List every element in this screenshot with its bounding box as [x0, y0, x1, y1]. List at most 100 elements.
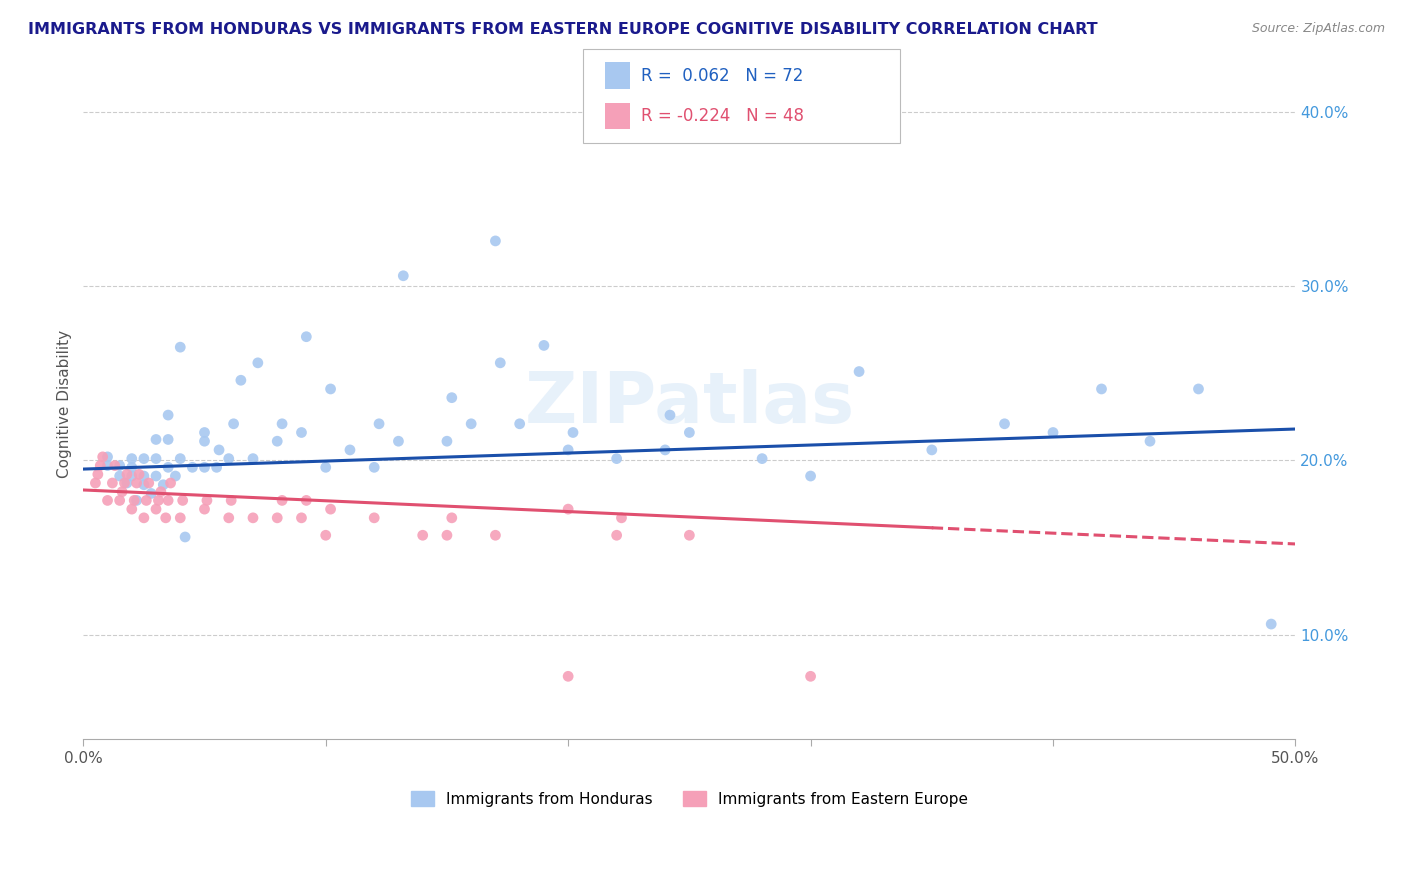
Point — [132, 451, 155, 466]
Point — [121, 502, 143, 516]
Point — [157, 493, 180, 508]
Point — [800, 469, 823, 483]
Point — [266, 511, 288, 525]
Point — [128, 467, 150, 482]
Point — [412, 528, 434, 542]
Point — [610, 511, 633, 525]
Point — [1090, 382, 1112, 396]
Point — [387, 434, 409, 449]
Point — [315, 528, 337, 542]
Point — [1042, 425, 1064, 440]
Point — [363, 511, 385, 525]
Point — [363, 460, 385, 475]
Point — [181, 460, 204, 475]
Point — [295, 493, 318, 508]
Point — [101, 475, 124, 490]
Point — [218, 511, 240, 525]
Point — [290, 511, 312, 525]
Point — [96, 458, 118, 473]
Point — [606, 528, 628, 542]
Point — [132, 469, 155, 483]
Point — [557, 669, 579, 683]
Point — [557, 502, 579, 516]
Point — [172, 493, 194, 508]
Point — [319, 502, 342, 516]
Point — [436, 528, 458, 542]
Point — [169, 340, 191, 354]
Point — [484, 528, 506, 542]
Point — [606, 451, 628, 466]
Point — [654, 442, 676, 457]
Point — [392, 268, 415, 283]
Point — [91, 450, 114, 464]
Point — [1260, 617, 1282, 632]
Point — [229, 373, 252, 387]
Point — [295, 329, 318, 343]
Point — [108, 493, 131, 508]
Point — [135, 493, 157, 508]
Point — [319, 382, 342, 396]
Point — [484, 234, 506, 248]
Point — [115, 467, 138, 482]
Point — [246, 356, 269, 370]
Point — [157, 433, 180, 447]
Point — [562, 425, 585, 440]
Point — [104, 458, 127, 473]
Y-axis label: Cognitive Disability: Cognitive Disability — [58, 330, 72, 478]
Point — [157, 460, 180, 475]
Point — [193, 502, 215, 516]
Point — [315, 460, 337, 475]
Point — [509, 417, 531, 431]
Point — [155, 511, 177, 525]
Point — [533, 338, 555, 352]
Point — [145, 469, 167, 483]
Text: ZIPatlas: ZIPatlas — [524, 369, 855, 438]
Point — [271, 493, 294, 508]
Point — [157, 408, 180, 422]
Point — [848, 365, 870, 379]
Point — [678, 425, 700, 440]
Point — [193, 434, 215, 449]
Point — [159, 475, 181, 490]
Point — [125, 493, 148, 508]
Point — [436, 434, 458, 449]
Text: IMMIGRANTS FROM HONDURAS VS IMMIGRANTS FROM EASTERN EUROPE COGNITIVE DISABILITY : IMMIGRANTS FROM HONDURAS VS IMMIGRANTS F… — [28, 22, 1098, 37]
Point — [193, 425, 215, 440]
Point — [122, 493, 145, 508]
Point — [205, 460, 228, 475]
Text: R = -0.224   N = 48: R = -0.224 N = 48 — [641, 107, 804, 125]
Point — [96, 493, 118, 508]
Point — [108, 469, 131, 483]
Point — [132, 511, 155, 525]
Point — [121, 460, 143, 475]
Point — [460, 417, 482, 431]
Point — [111, 484, 134, 499]
Point — [440, 391, 463, 405]
Point — [89, 458, 111, 473]
Point — [242, 451, 264, 466]
Point — [125, 475, 148, 490]
Point — [659, 408, 682, 422]
Point — [149, 484, 172, 499]
Point — [165, 469, 187, 483]
Point — [87, 467, 110, 482]
Point — [489, 356, 512, 370]
Point — [152, 477, 174, 491]
Point — [195, 493, 218, 508]
Point — [132, 477, 155, 491]
Point — [115, 475, 138, 490]
Point — [174, 530, 197, 544]
Point — [169, 451, 191, 466]
Point — [141, 486, 163, 500]
Point — [557, 442, 579, 457]
Point — [121, 451, 143, 466]
Point — [440, 511, 463, 525]
Point — [339, 442, 361, 457]
Point — [84, 475, 107, 490]
Point — [208, 442, 231, 457]
Point — [218, 451, 240, 466]
Point — [242, 511, 264, 525]
Point — [219, 493, 242, 508]
Point — [108, 458, 131, 473]
Point — [751, 451, 773, 466]
